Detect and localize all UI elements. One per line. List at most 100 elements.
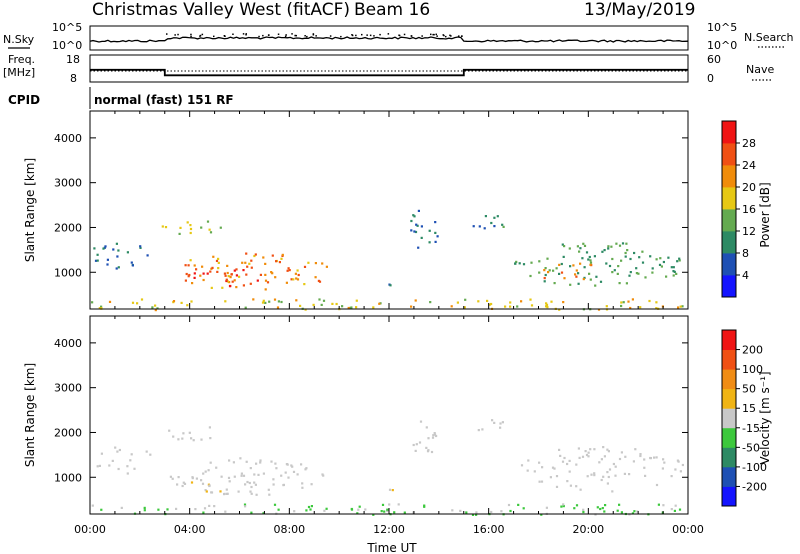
heatmap-cell (281, 253, 284, 256)
heatmap-cell (425, 446, 428, 449)
heatmap-cell (305, 509, 308, 512)
heatmap-cell (242, 269, 245, 272)
heatmap-cell (573, 507, 576, 510)
nsky-dot (366, 34, 368, 36)
heatmap-cell (560, 262, 563, 266)
heatmap-cell (661, 467, 664, 470)
heatmap-cell (372, 513, 375, 516)
heatmap-cell (225, 279, 228, 283)
heatmap-cell (96, 465, 99, 468)
heatmap-cell (471, 513, 475, 516)
heatmap-cell (388, 488, 392, 491)
heatmap-cell (472, 225, 475, 228)
heatmap-cell (249, 282, 252, 285)
heatmap-cell (209, 437, 212, 440)
heatmap-cell (578, 250, 581, 253)
heatmap-cell (477, 300, 480, 303)
heatmap-cell (550, 300, 553, 303)
heatmap-cell (618, 503, 621, 506)
nsky-dot (432, 33, 434, 36)
heatmap-cell (629, 257, 632, 261)
heatmap-cell (149, 453, 152, 456)
heatmap-cell (96, 259, 99, 262)
heatmap-cell (235, 268, 238, 271)
heatmap-cell (410, 229, 413, 232)
heatmap-cell (250, 511, 253, 514)
nsky-dot (329, 35, 332, 37)
heatmap-cell (625, 242, 628, 245)
heatmap-cell (194, 508, 197, 511)
heatmap-cell (262, 256, 265, 259)
heatmap-cell (504, 305, 507, 308)
heatmap-cell (676, 260, 679, 263)
nsky-dot (174, 34, 176, 36)
heatmap-cell (572, 264, 575, 267)
heatmap-cell (303, 283, 306, 286)
heatmap-cell (386, 509, 389, 512)
heatmap-cell (414, 230, 418, 234)
heatmap-cell (168, 429, 171, 432)
heatmap-cell (543, 277, 546, 280)
heatmap-cell (667, 256, 670, 259)
heatmap-cell (420, 236, 423, 239)
heatmap-cell (639, 453, 642, 456)
heatmap-cell (589, 278, 592, 281)
heatmap-cell (250, 485, 253, 489)
heatmap-cell (641, 250, 644, 253)
heatmap-cell (599, 507, 602, 511)
heatmap-cell (677, 306, 680, 309)
heatmap-cell (603, 249, 606, 252)
y-tick-label: 3000 (54, 177, 82, 190)
heatmap-cell (154, 304, 157, 307)
heatmap-cell (190, 437, 193, 440)
heatmap-cell (262, 472, 265, 475)
heatmap-cell (579, 262, 582, 265)
heatmap-cell (509, 301, 512, 304)
heatmap-cell (538, 461, 541, 464)
heatmap-cell (575, 463, 578, 466)
heatmap-cell (627, 300, 630, 303)
nsky-dot (223, 35, 226, 37)
heatmap-cell (560, 271, 564, 274)
y-tick-label: 2000 (54, 221, 82, 234)
colorbar-tick-label: -200 (742, 480, 767, 493)
heatmap-cell (615, 242, 618, 245)
y-tick-label: 3000 (54, 382, 82, 395)
heatmap-cell (239, 457, 242, 460)
heatmap-cell (624, 455, 627, 458)
nsky-dot (295, 34, 297, 37)
heatmap-cell (217, 267, 220, 270)
heatmap-cell (249, 490, 252, 493)
heatmap-cell (660, 265, 663, 268)
heatmap-cell (310, 505, 313, 508)
heatmap-cell (624, 255, 627, 258)
heatmap-cell (299, 304, 302, 307)
x-tick-label: 08:00 (273, 523, 305, 536)
heatmap-cell (131, 301, 135, 304)
heatmap-cell (146, 254, 149, 257)
heatmap-cell (253, 473, 256, 476)
heatmap-cell (192, 439, 195, 442)
heatmap-cell (414, 299, 417, 302)
heatmap-cell (341, 305, 344, 308)
nsky-dot (369, 34, 372, 37)
heatmap-cell (566, 462, 569, 466)
heatmap-cell (634, 448, 637, 451)
heatmap-cell (254, 253, 257, 256)
heatmap-cell (211, 266, 214, 269)
heatmap-cell (244, 483, 247, 486)
heatmap-cell (679, 470, 682, 473)
heatmap-cell (126, 465, 129, 468)
heatmap-cell (314, 276, 317, 279)
heatmap-cell (397, 503, 400, 506)
heatmap-cell (296, 473, 299, 476)
colorbar-tick-label: -50 (742, 441, 760, 454)
heatmap-cell (201, 482, 205, 485)
heatmap-cell (450, 305, 453, 308)
x-axis-label: Time UT (366, 541, 417, 554)
heatmap-cell (434, 240, 437, 243)
heatmap-cell (538, 271, 541, 274)
colorbar-tick-label: 4 (742, 269, 749, 282)
x-tick-label: 04:00 (174, 523, 206, 536)
nsky-label: N.Sky (3, 33, 35, 46)
